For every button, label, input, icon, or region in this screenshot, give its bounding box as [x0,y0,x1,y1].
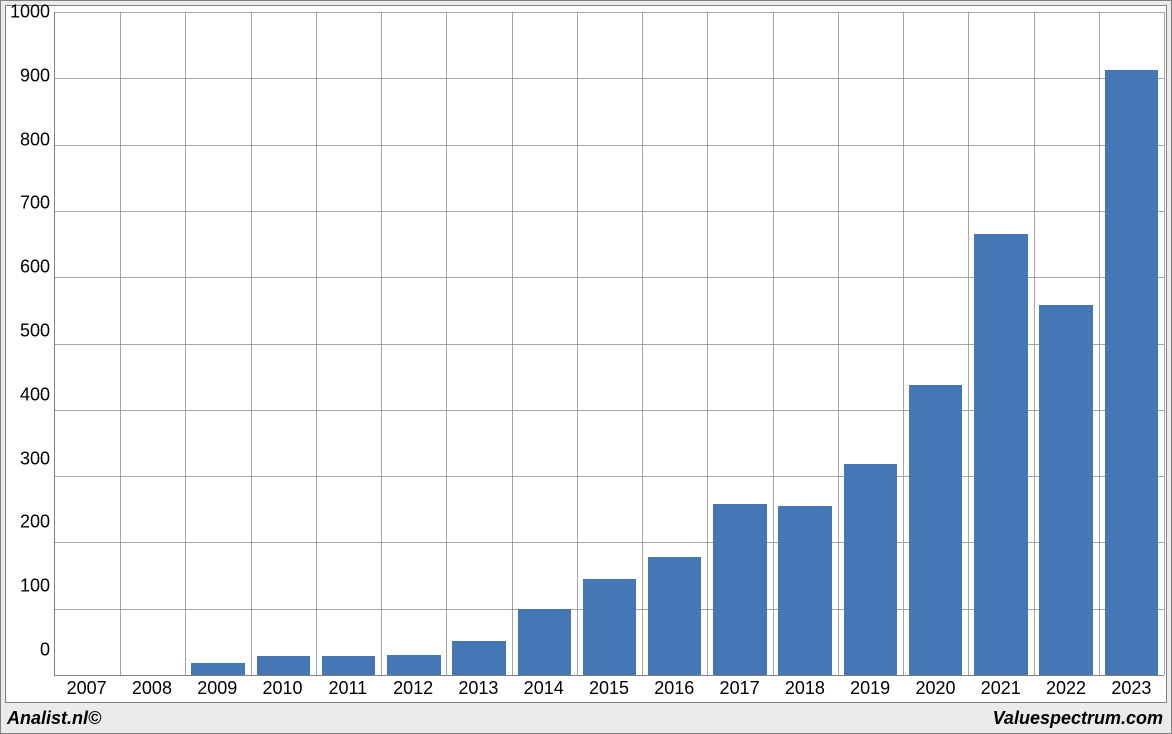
bar [191,663,244,675]
chart-container: 01002003004005006007008009001000 2007200… [0,0,1172,734]
x-tick-label: 2014 [524,678,564,699]
x-tick-label: 2022 [1046,678,1086,699]
bar [452,641,505,675]
y-tick-label: 300 [20,448,50,469]
y-tick-label: 200 [20,512,50,533]
bar [257,656,310,675]
bar [322,656,375,675]
footer-right: Valuespectrum.com [993,708,1163,729]
y-tick-label: 700 [20,193,50,214]
x-tick-label: 2018 [785,678,825,699]
x-tick-label: 2023 [1111,678,1151,699]
gridline-v [1164,12,1165,675]
x-tick-label: 2010 [262,678,302,699]
bar [844,464,897,675]
x-tick-label: 2019 [850,678,890,699]
y-tick-label: 800 [20,129,50,150]
x-tick-label: 2016 [654,678,694,699]
x-tick-label: 2007 [67,678,107,699]
bar [1105,70,1158,675]
x-tick-label: 2011 [328,678,367,699]
x-tick-label: 2017 [720,678,760,699]
bar [713,504,766,675]
y-tick-label: 100 [20,576,50,597]
bars-layer [55,12,1164,675]
bar [518,609,571,675]
y-tick-label: 900 [20,65,50,86]
y-axis: 01002003004005006007008009001000 [6,6,54,676]
x-tick-label: 2012 [393,678,433,699]
y-tick-label: 500 [20,321,50,342]
bar [909,385,962,675]
plot-area [54,12,1164,676]
x-tick-label: 2021 [981,678,1021,699]
bar [583,579,636,675]
x-tick-label: 2009 [197,678,237,699]
x-axis: 2007 2008 2009 2010 2011 2012 2013 2014 2015 2016… [54,676,1164,702]
x-tick-label: 2015 [589,678,629,699]
bar [387,655,440,675]
footer-left: Analist.nl© [7,708,101,729]
bar [1039,305,1092,675]
y-tick-label: 0 [40,640,50,661]
y-tick-label: 600 [20,257,50,278]
bar [648,557,701,675]
y-tick-label: 400 [20,384,50,405]
bar [778,506,831,675]
x-tick-label: 2020 [915,678,955,699]
x-tick-label: 2013 [458,678,498,699]
bar [974,234,1027,675]
y-tick-label: 1000 [10,2,50,23]
plot-frame: 01002003004005006007008009001000 2007200… [5,5,1167,703]
x-tick-label: 2008 [132,678,172,699]
